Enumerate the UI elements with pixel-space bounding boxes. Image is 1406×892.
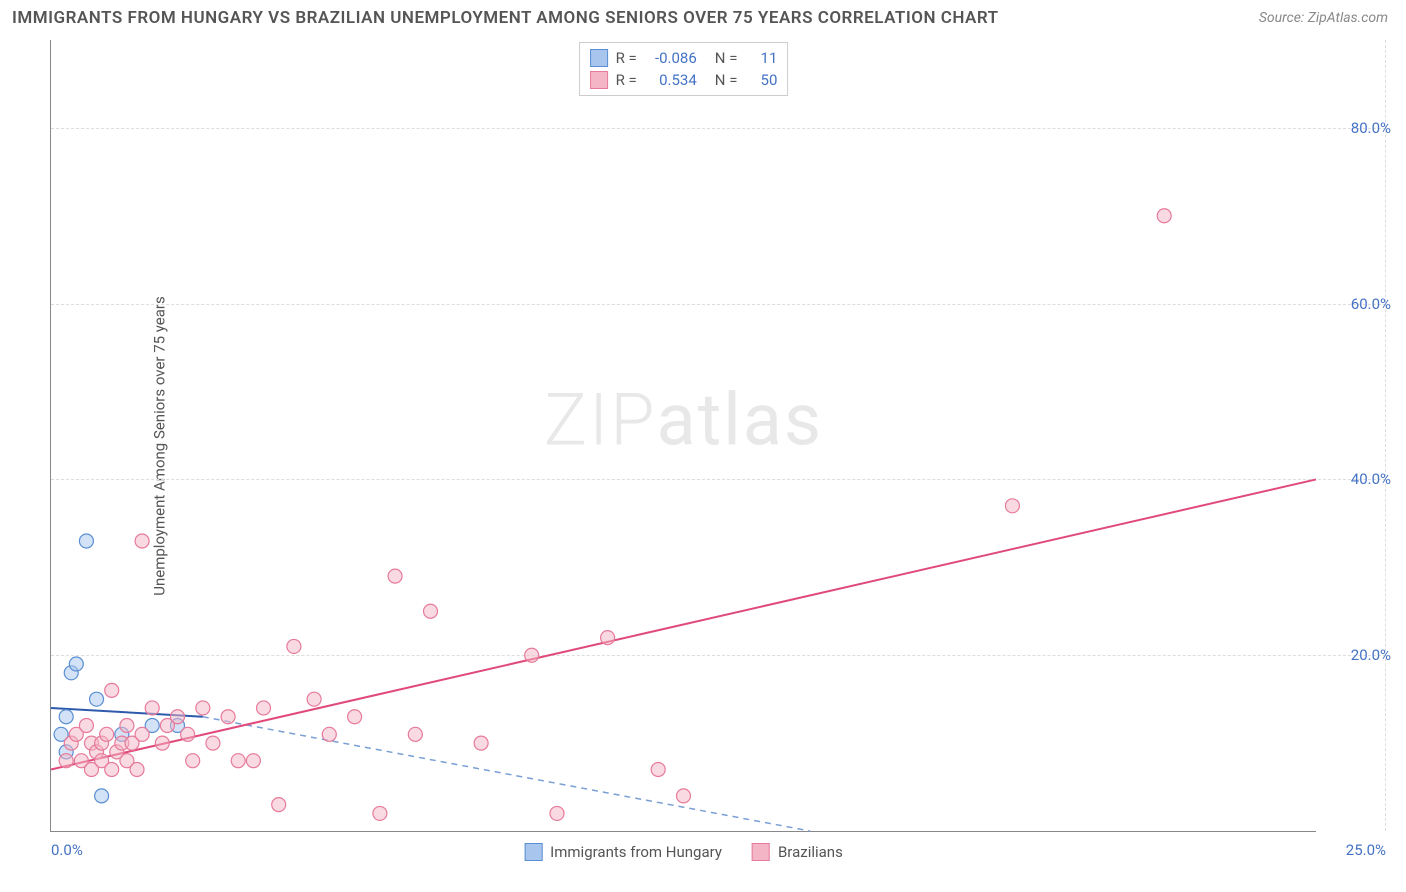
data-point xyxy=(95,789,109,803)
data-point xyxy=(1157,209,1171,223)
data-point xyxy=(388,569,402,583)
data-point xyxy=(59,754,73,768)
chart-title: IMMIGRANTS FROM HUNGARY VS BRAZILIAN UNE… xyxy=(12,8,999,28)
data-point xyxy=(90,692,104,706)
legend-label-brazilians: Brazilians xyxy=(778,843,843,861)
data-point xyxy=(408,727,422,741)
legend-n-label: N = xyxy=(715,71,738,89)
data-point xyxy=(186,754,200,768)
legend-n-value-hungary: 11 xyxy=(749,49,777,67)
data-point xyxy=(322,727,336,741)
legend-label-hungary: Immigrants from Hungary xyxy=(550,843,722,861)
data-point xyxy=(287,639,301,653)
data-point xyxy=(257,701,271,715)
data-point xyxy=(135,534,149,548)
data-point xyxy=(69,657,83,671)
data-point xyxy=(79,719,93,733)
data-point xyxy=(105,683,119,697)
legend-stats-row-brazilians: R = 0.534 N = 50 xyxy=(590,69,778,91)
y-axis-tick-label: 60.0% xyxy=(1351,295,1391,313)
data-point xyxy=(79,534,93,548)
data-point xyxy=(120,719,134,733)
data-point xyxy=(171,710,185,724)
data-point xyxy=(424,604,438,618)
legend-r-label: R = xyxy=(616,71,637,89)
trend-line xyxy=(51,479,1316,769)
data-point xyxy=(206,736,220,750)
data-point xyxy=(59,710,73,724)
data-point xyxy=(373,806,387,820)
trend-line-extension xyxy=(203,717,810,831)
data-point xyxy=(525,648,539,662)
data-point xyxy=(651,762,665,776)
scatter-plot xyxy=(51,40,1316,831)
data-point xyxy=(105,762,119,776)
legend-swatch-hungary xyxy=(590,49,608,67)
chart-right-border xyxy=(1385,40,1386,831)
data-point xyxy=(1005,499,1019,513)
data-point xyxy=(145,701,159,715)
source-label: Source: ZipAtlas.com xyxy=(1259,10,1388,26)
data-point xyxy=(196,701,210,715)
data-point xyxy=(231,754,245,768)
data-point xyxy=(601,631,615,645)
data-point xyxy=(348,710,362,724)
x-axis-tick-max: 25.0% xyxy=(1346,841,1386,859)
data-point xyxy=(135,727,149,741)
data-point xyxy=(272,798,286,812)
legend-item-hungary: Immigrants from Hungary xyxy=(524,843,722,861)
data-point xyxy=(307,692,321,706)
legend-r-label: R = xyxy=(616,49,637,67)
y-axis-tick-label: 80.0% xyxy=(1351,119,1391,137)
legend-swatch-brazilians xyxy=(752,843,770,861)
x-axis-tick-min: 0.0% xyxy=(51,841,83,859)
legend-series: Immigrants from Hungary Brazilians xyxy=(524,843,843,861)
data-point xyxy=(181,727,195,741)
data-point xyxy=(100,727,114,741)
data-point xyxy=(550,806,564,820)
legend-swatch-hungary xyxy=(524,843,542,861)
legend-n-label: N = xyxy=(715,49,738,67)
data-point xyxy=(221,710,235,724)
legend-stats-row-hungary: R = -0.086 N = 11 xyxy=(590,47,778,69)
legend-swatch-brazilians xyxy=(590,71,608,89)
data-point xyxy=(474,736,488,750)
chart-area: ZIPatlas 20.0%40.0%60.0%80.0% R = -0.086… xyxy=(50,40,1316,832)
legend-r-value-brazilians: 0.534 xyxy=(649,71,697,89)
y-axis-tick-label: 20.0% xyxy=(1351,646,1391,664)
y-axis-tick-label: 40.0% xyxy=(1351,470,1391,488)
data-point xyxy=(130,762,144,776)
legend-n-value-brazilians: 50 xyxy=(749,71,777,89)
legend-stats: R = -0.086 N = 11 R = 0.534 N = 50 xyxy=(579,42,789,96)
legend-r-value-hungary: -0.086 xyxy=(649,49,697,67)
data-point xyxy=(155,736,169,750)
data-point xyxy=(677,789,691,803)
legend-item-brazilians: Brazilians xyxy=(752,843,843,861)
data-point xyxy=(246,754,260,768)
